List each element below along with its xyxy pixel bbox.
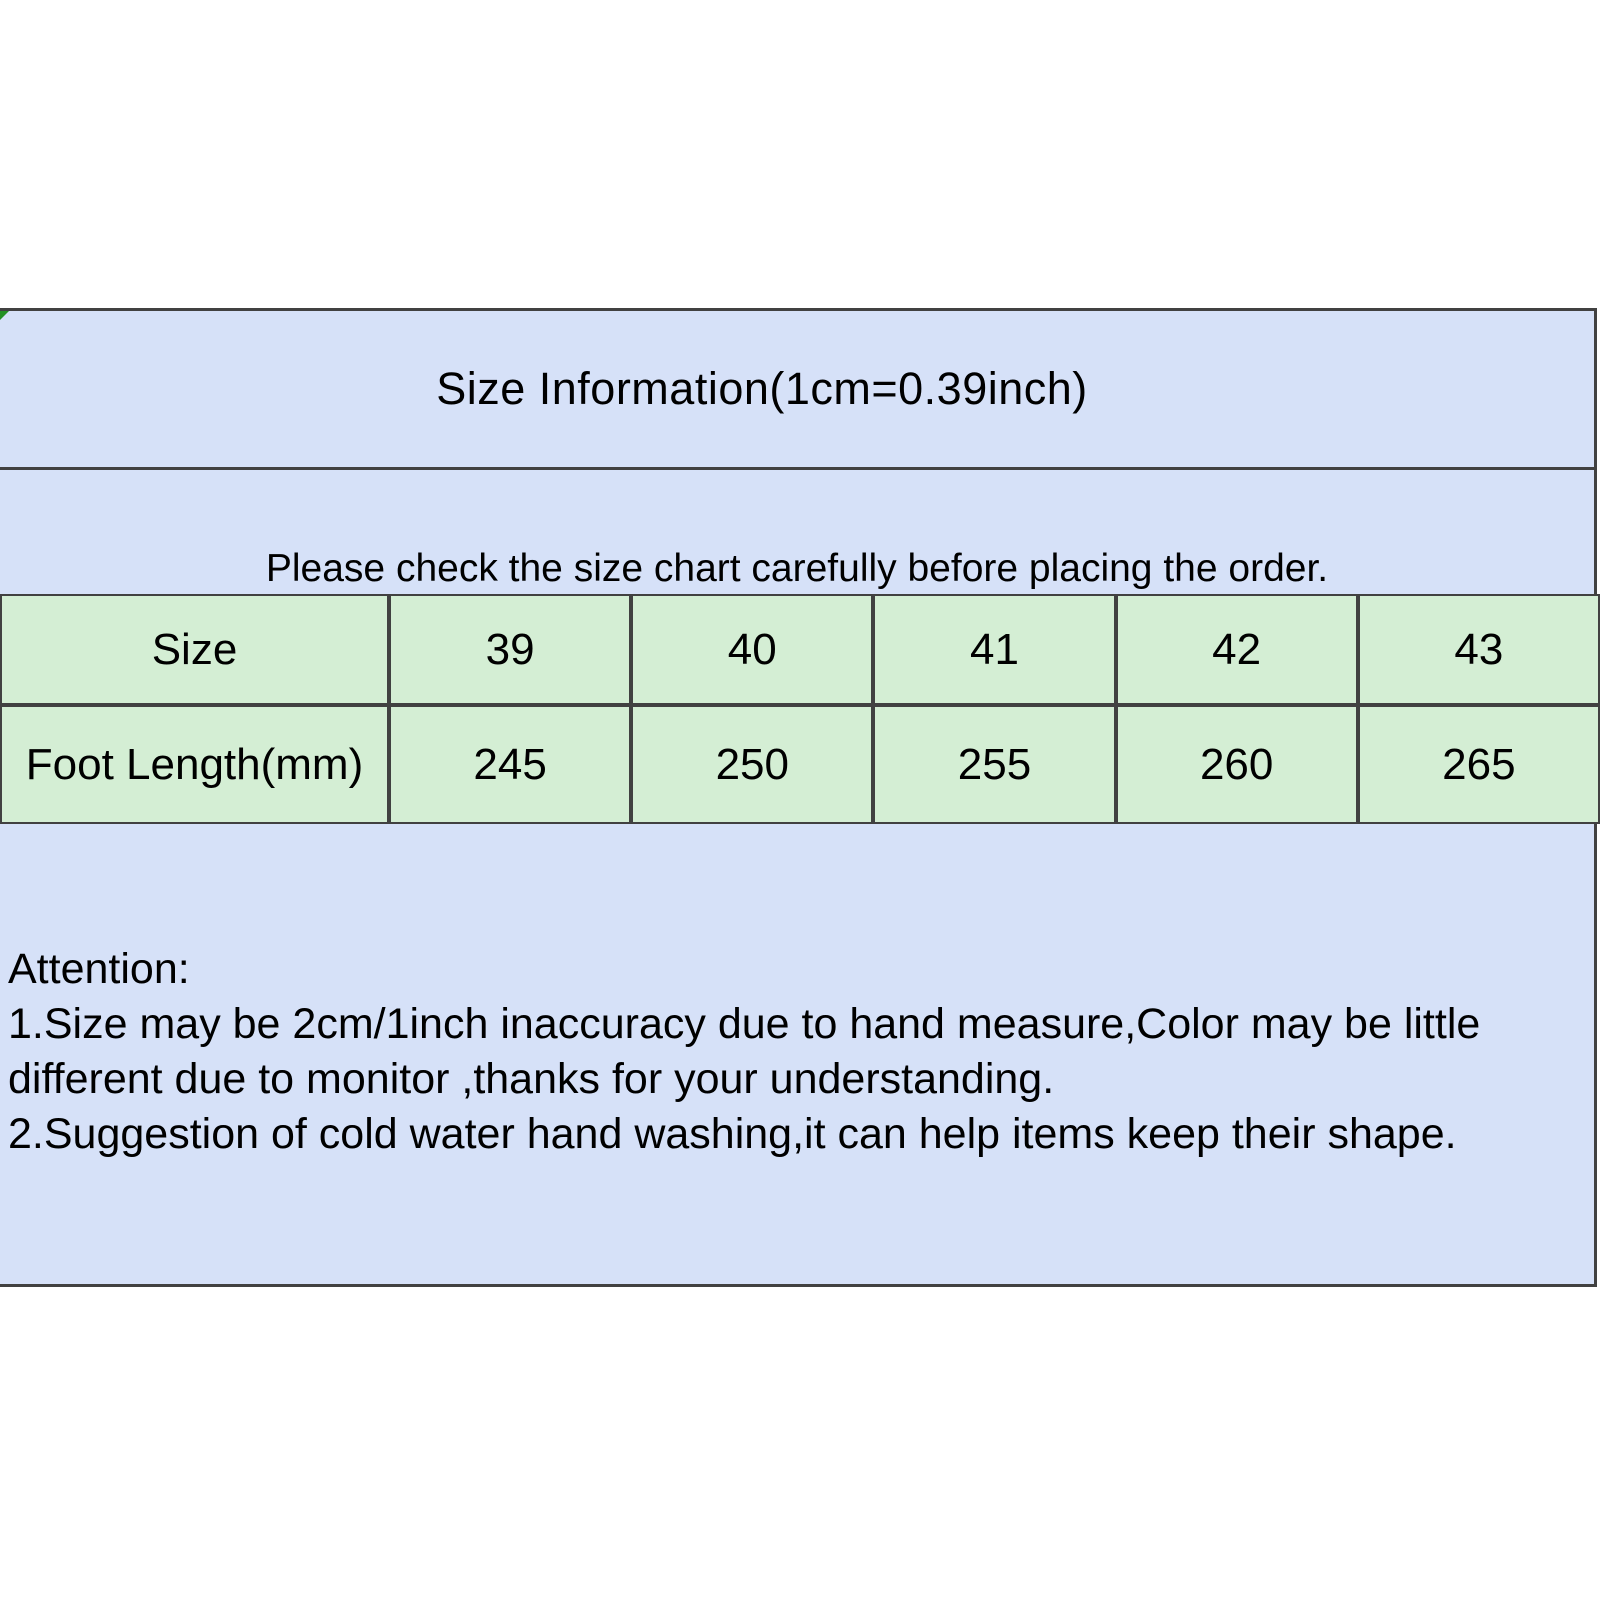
attention-line: different due to monitor ,thanks for you… xyxy=(8,1055,1055,1103)
size-value: 40 xyxy=(631,594,874,705)
table-row-foot-length: Foot Length(mm) 245 250 255 260 265 xyxy=(0,705,1600,824)
size-table: Size 39 40 41 42 43 Foot Length(mm) 245 … xyxy=(0,594,1600,824)
attention-line: 2.Suggestion of cold water hand washing,… xyxy=(8,1110,1457,1158)
size-value: 39 xyxy=(389,594,632,705)
foot-length-value: 265 xyxy=(1357,705,1600,824)
table-row-sizes: Size 39 40 41 42 43 xyxy=(0,594,1600,705)
page-title: Size Information(1cm=0.39inch) xyxy=(436,363,1088,414)
attention-heading: Attention: xyxy=(8,945,190,993)
size-chart-note: Please check the size chart carefully be… xyxy=(265,547,1329,590)
green-corner-artifact xyxy=(0,311,9,320)
foot-length-row-header: Foot Length(mm) xyxy=(0,705,389,824)
foot-length-value: 255 xyxy=(873,705,1116,824)
title-row: Size Information(1cm=0.39inch) xyxy=(0,311,1594,470)
size-row-header: Size xyxy=(0,594,389,705)
attention-line: 1.Size may be 2cm/1inch inaccuracy due t… xyxy=(8,1000,1481,1048)
subtitle-row: Please check the size chart carefully be… xyxy=(0,470,1594,594)
info-panel: Size Information(1cm=0.39inch) Please ch… xyxy=(0,308,1600,1287)
foot-length-value: 245 xyxy=(389,705,632,824)
size-value: 41 xyxy=(873,594,1116,705)
size-value: 43 xyxy=(1357,594,1600,705)
foot-length-value: 250 xyxy=(631,705,874,824)
size-value: 42 xyxy=(1115,594,1358,705)
attention-block: Attention: 1.Size may be 2cm/1inch inacc… xyxy=(0,942,1568,1162)
foot-length-value: 260 xyxy=(1115,705,1358,824)
